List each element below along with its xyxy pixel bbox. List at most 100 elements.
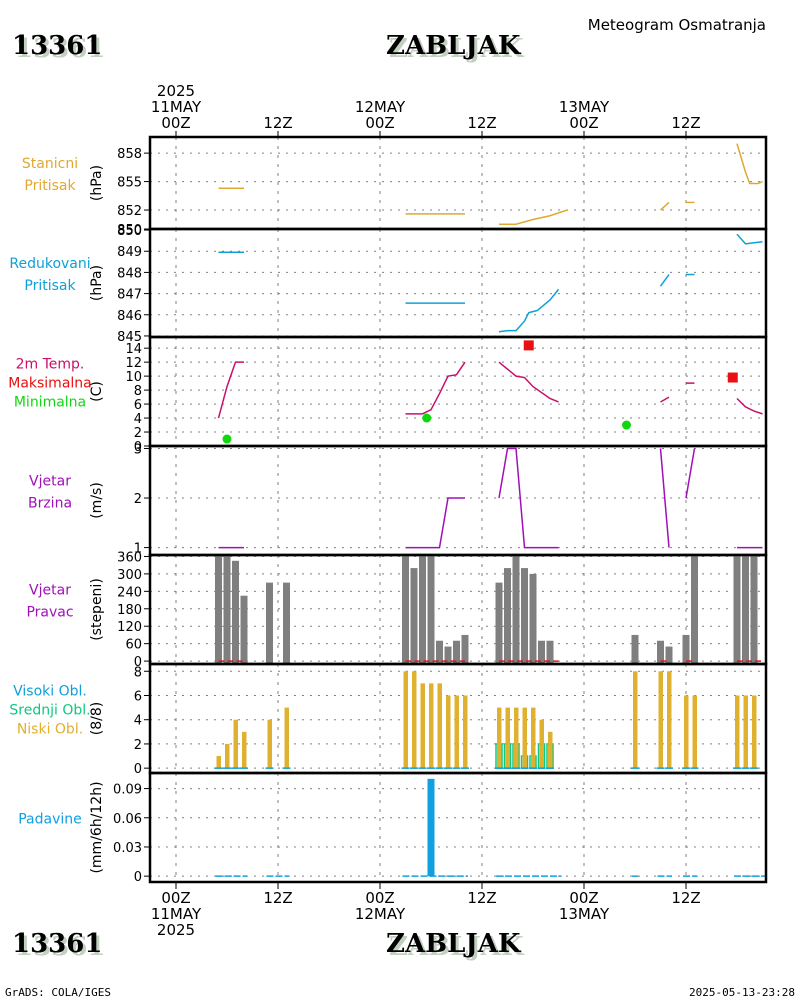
wind-dir-bar (266, 582, 273, 664)
y-axis-label: (hPa) (89, 165, 105, 201)
x-tick-label-bottom: 11MAY (151, 905, 202, 923)
x-tick-label-top: 13MAY (559, 98, 610, 116)
panel-frame (148, 335, 768, 448)
x-tick-label-bottom: 13MAY (559, 905, 610, 923)
y-tick-label: 4 (134, 412, 142, 427)
wind-dir-bar (223, 556, 231, 664)
panel-frame (148, 135, 768, 231)
cloud-low-bar (539, 719, 544, 769)
cloud-low-bar (684, 695, 689, 769)
cloud-low-bar (412, 671, 417, 769)
panel-marks (218, 233, 763, 333)
wind-dir-bar (232, 560, 239, 664)
x-tick-label-bottom: 00Z (161, 889, 190, 907)
tmin-marker (422, 413, 432, 423)
precip-bar (427, 778, 435, 877)
station-name-shadow: ZABLJAK (389, 34, 525, 64)
cloud-low-bar (463, 695, 468, 769)
panel-marks (215, 778, 766, 877)
y-tick-label: 848 (117, 266, 142, 281)
panel-clouds: 0 2 4 6 8 (8/8)Visoki Obl. Srednji Obl. Niski O… (9, 662, 768, 777)
y-tick-label: 850 (117, 224, 142, 239)
series-line-2m-temp- (217, 361, 244, 419)
wind-dir-bar (410, 568, 418, 664)
panel-wind-direction: 0 60 120 180 240 300 360 (stepeni) Vjetar Pravac (26, 550, 768, 670)
panel-precipitation: 0 0.03 0.06 0.09 (mm/6h/12h) Padavine (18, 771, 768, 885)
x-tick-label-top: 12Z (467, 114, 496, 132)
wind-dir-bar (691, 556, 698, 664)
cloud-low-bar (692, 695, 697, 769)
cloud-low-bar (420, 683, 425, 769)
wind-dir-bar (521, 568, 528, 664)
footer: 13361 13361 ZABLJAK ZABLJAK GrADS: COLA/… (5, 929, 795, 999)
footer-station-name-shadow: ZABLJAK (389, 932, 525, 962)
cloud-low-bar (429, 683, 434, 769)
series-line-2m-temp- (405, 361, 466, 415)
y-tick-label: 2 (134, 426, 142, 441)
x-tick-label-top: 00Z (161, 114, 190, 132)
series-line-vjetar-brzina (405, 497, 465, 549)
cloud-low-bar (522, 707, 527, 769)
y-tick-label: 10 (125, 370, 142, 385)
y-tick-label: 850 (117, 223, 142, 238)
wind-dir-bar (529, 573, 537, 664)
y-tick-label: 2 (134, 492, 142, 507)
render-timestamp: 2025-05-13-23:28 (689, 986, 795, 999)
wind-dir-bar (436, 640, 443, 664)
cloud-low-bar (505, 707, 510, 769)
wind-dir-bar (444, 646, 452, 664)
y-axis-label: (mm/6h/12h) (89, 781, 105, 873)
wind-dir-bar (538, 640, 545, 664)
cloud-low-bar (514, 707, 519, 769)
panel-label: Srednji Obl. (9, 703, 90, 719)
series-line-2m-temp- (660, 396, 670, 403)
cloud-low-bar (667, 671, 672, 769)
x-tick-label-top: 2025 (157, 82, 195, 100)
wind-dir-bar (546, 640, 554, 664)
series-line-vjetar-brzina (685, 448, 696, 499)
series-line-stanicni-pritisak (499, 209, 568, 226)
y-tick-label: 6 (134, 398, 142, 413)
x-tick-label-bottom: 12Z (467, 889, 496, 907)
y-tick-label: 0 (134, 655, 142, 670)
cloud-low-bar (437, 683, 442, 769)
x-tick-label-top: 11MAY (151, 98, 202, 116)
cloud-low-bar (658, 671, 663, 769)
wind-dir-bar (657, 640, 664, 664)
tmax-marker (727, 372, 738, 383)
footer-station-id: 13361 (12, 929, 102, 959)
x-tick-label-top: 12Z (671, 114, 700, 132)
y-axis-label: (8/8) (89, 702, 105, 735)
wind-dir-bar (733, 556, 741, 664)
station-id: 13361 (12, 31, 102, 61)
series-line-redukovani-pritisak (498, 288, 560, 333)
panel-marks (214, 671, 758, 769)
panel-marks (217, 340, 763, 444)
y-tick-label: 12 (125, 356, 142, 371)
tmin-marker (222, 434, 232, 444)
wind-dir-bar (419, 556, 426, 664)
panel-label: Visoki Obl. (13, 684, 87, 700)
panel-station-pressure: 850 852 855 858 (hPa) Stanicni Pritisak (22, 135, 768, 238)
tmin-marker (622, 420, 631, 430)
series-line-vjetar-brzina (498, 447, 559, 549)
cloud-low-bar (403, 671, 408, 769)
wind-dir-bar (682, 634, 690, 664)
x-tick-label-top: 00Z (569, 114, 598, 132)
y-tick-label: 120 (117, 620, 142, 635)
panel-frame (148, 227, 768, 339)
series-line-stanicni-pritisak (660, 201, 670, 211)
panel-label: Minimalna (14, 395, 86, 411)
cloud-low-bar (735, 695, 740, 769)
cloud-low-bar (284, 707, 289, 769)
y-tick-label: 300 (117, 568, 142, 583)
x-tick-label-bottom: 00Z (365, 889, 394, 907)
panel-label: Maksimalna (8, 376, 92, 392)
cloud-low-bar (743, 695, 748, 769)
x-tick-label-bottom: 2025 (157, 921, 195, 939)
panel-label: Pritisak (24, 278, 76, 294)
y-tick-label: 240 (117, 585, 142, 600)
cloud-low-bar (225, 743, 230, 769)
panel-marks (215, 556, 763, 664)
